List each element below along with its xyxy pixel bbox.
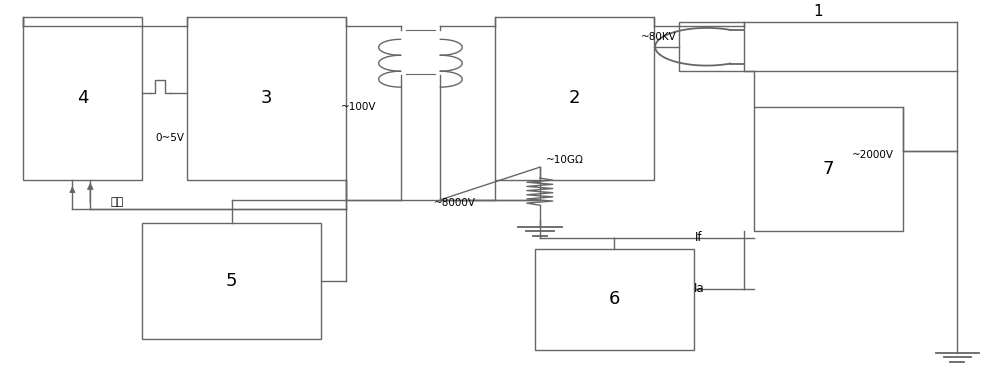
Text: ~8000V: ~8000V (434, 198, 476, 209)
Text: 4: 4 (77, 89, 88, 107)
Text: If: If (695, 232, 703, 244)
Text: 7: 7 (822, 160, 834, 178)
Text: ~100V: ~100V (341, 102, 377, 112)
Text: 0~5V: 0~5V (155, 133, 184, 143)
Text: ~10GΩ: ~10GΩ (546, 155, 584, 165)
Bar (679, 22, 744, 71)
Text: 高频: 高频 (111, 197, 124, 207)
Text: 5: 5 (226, 272, 237, 290)
Text: 2: 2 (569, 89, 580, 107)
Bar (535, 249, 694, 350)
Bar (187, 17, 346, 180)
Bar (23, 17, 142, 180)
Text: 6: 6 (609, 290, 620, 308)
Text: ~2000V: ~2000V (852, 150, 894, 160)
Text: ~80KV: ~80KV (641, 32, 677, 42)
Text: 3: 3 (261, 89, 272, 107)
Text: Ia: Ia (694, 282, 704, 295)
Bar (495, 17, 654, 180)
Bar (754, 108, 903, 230)
Bar (142, 223, 321, 339)
Text: 1: 1 (813, 4, 823, 19)
